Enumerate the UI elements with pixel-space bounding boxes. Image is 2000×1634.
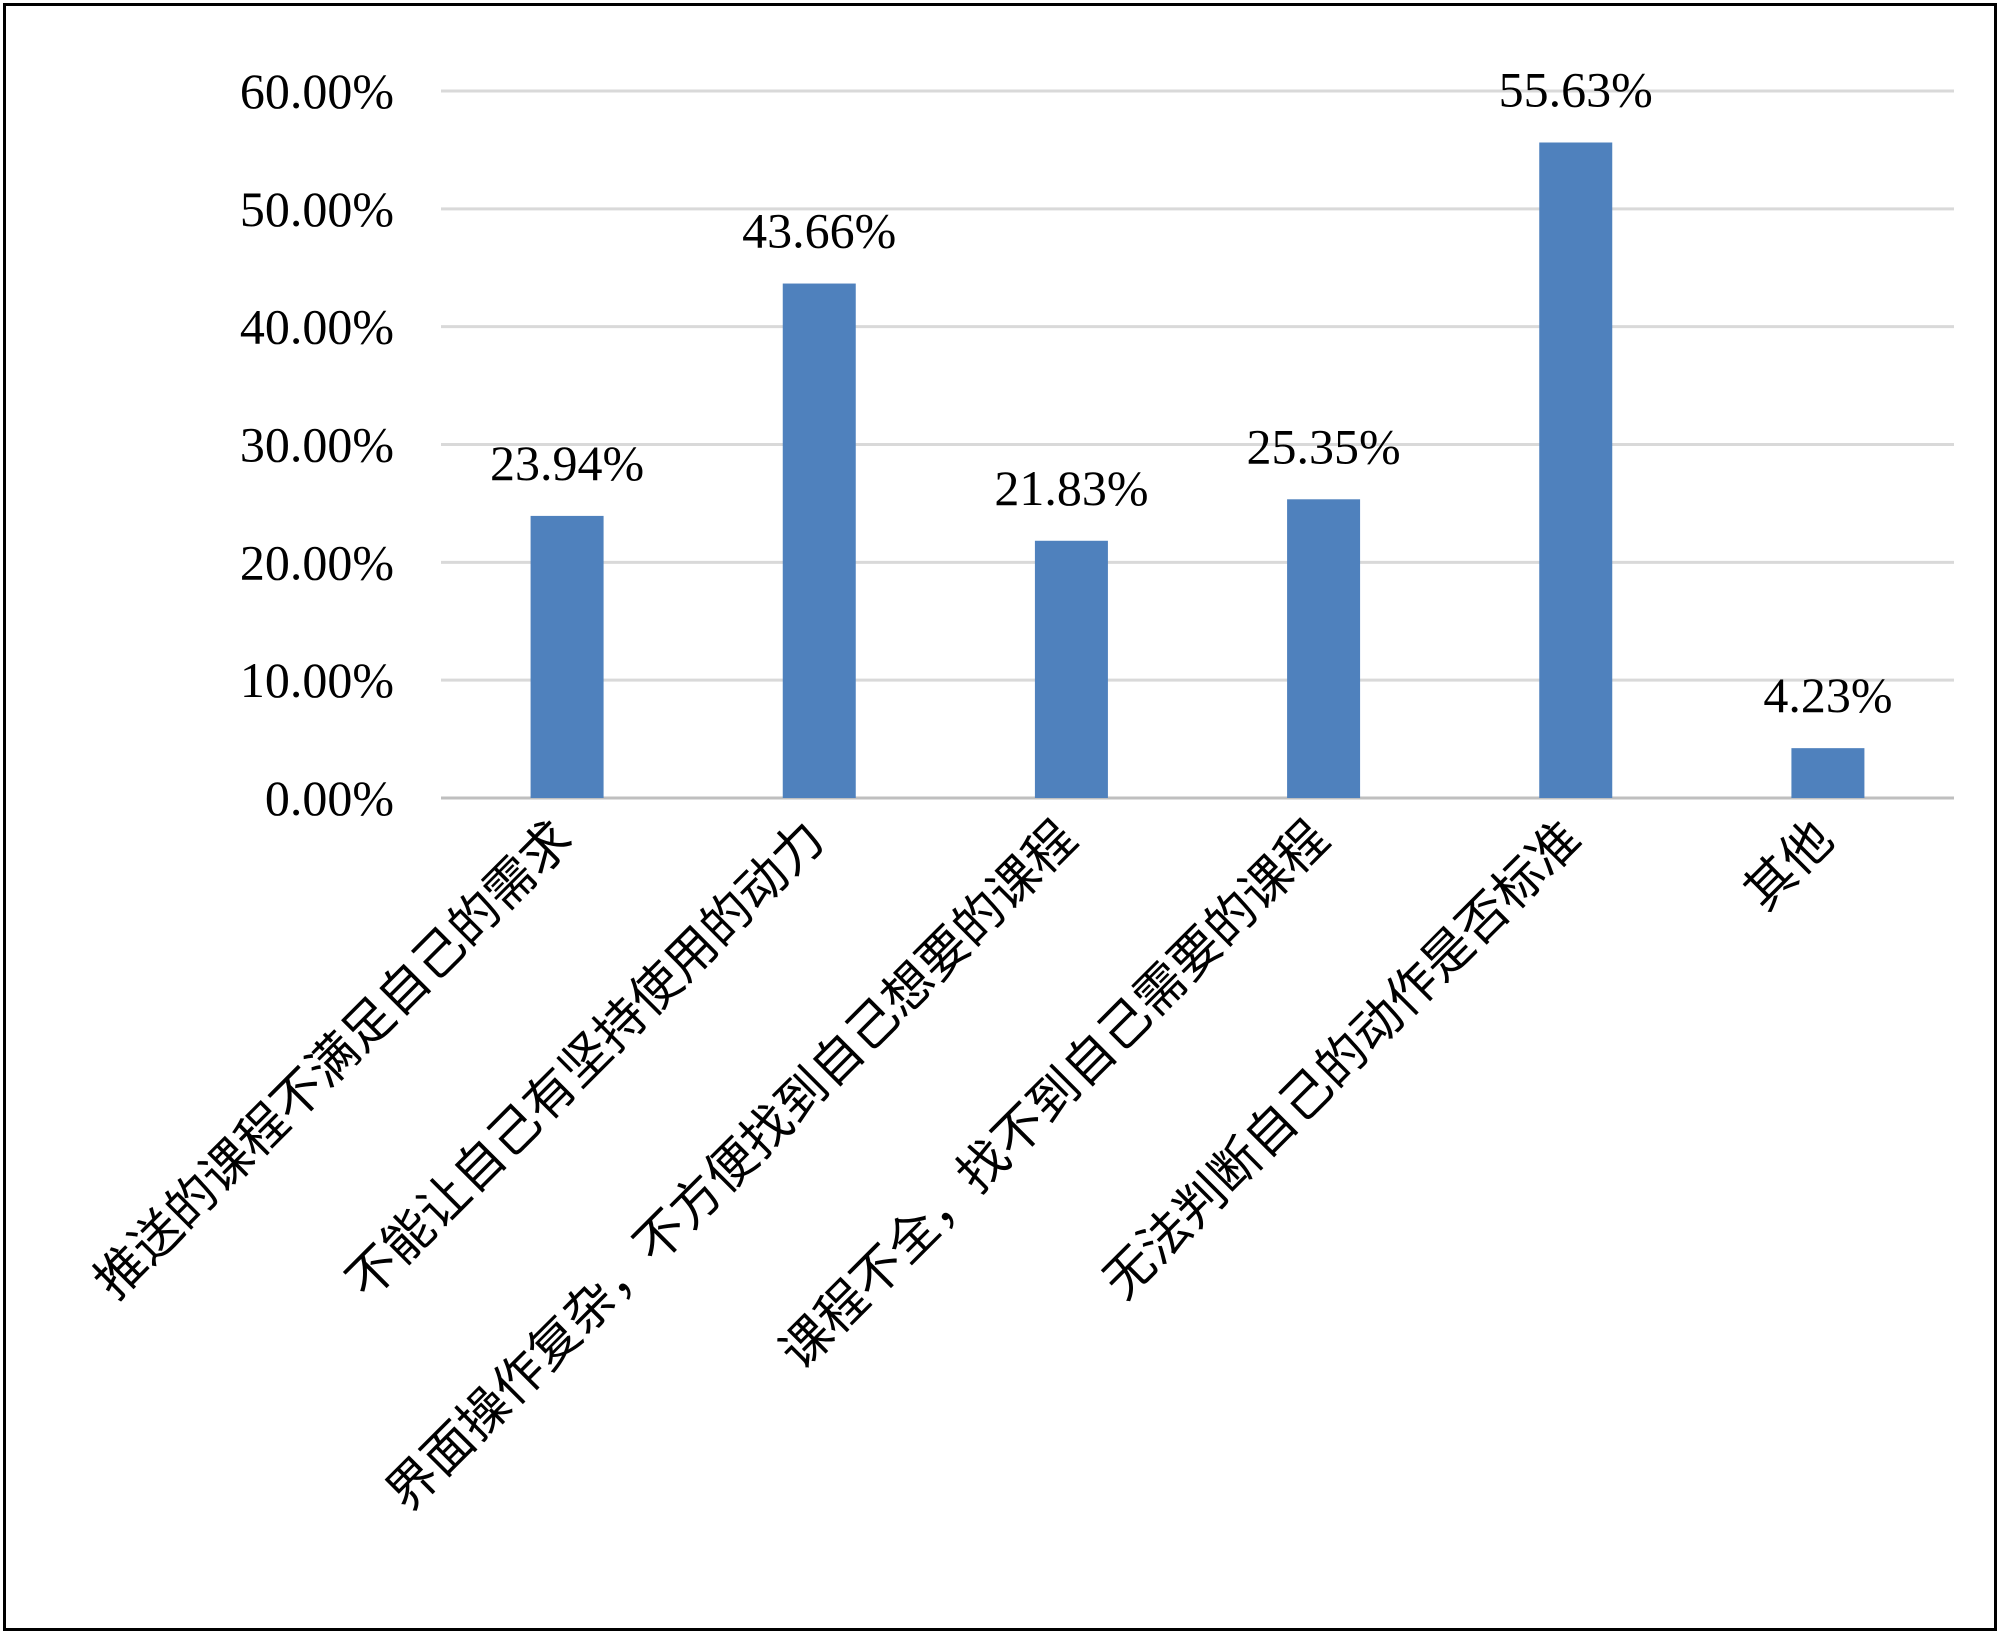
chart-frame: 0.00% 10.00% 20.00% 30.00% 40.00% 50.00% 60.00…	[3, 3, 1997, 1631]
y-tick-label: 0.00%	[265, 770, 394, 826]
bar	[530, 515, 604, 798]
y-tick-label: 20.00%	[240, 534, 394, 590]
category-label: 课程不全，找不到自己需要的课程	[769, 810, 1339, 1380]
category-label: 无法判断自己的动作是否标准	[1092, 810, 1591, 1309]
y-tick-label: 50.00%	[240, 181, 394, 237]
bar	[1539, 142, 1613, 798]
y-axis-tick-labels: 0.00% 10.00% 20.00% 30.00% 40.00% 50.00% 60.00…	[240, 63, 394, 826]
data-label: 55.63%	[1499, 61, 1653, 117]
category-label: 其他	[1733, 810, 1843, 920]
y-tick-label: 60.00%	[240, 63, 394, 119]
category-labels: 推送的课程不满足自己的需求不能让自己有坚持使用的动力界面操作复杂，不方便找到自己…	[84, 810, 1844, 1521]
bar	[782, 283, 856, 798]
data-label: 25.35%	[1247, 418, 1401, 474]
y-tick-label: 10.00%	[240, 652, 394, 708]
bar	[1287, 499, 1361, 798]
bar	[1034, 540, 1108, 798]
gridlines	[441, 89, 1954, 800]
bar-chart: 0.00% 10.00% 20.00% 30.00% 40.00% 50.00% 60.00…	[84, 61, 1954, 1522]
data-label: 21.83%	[994, 460, 1148, 516]
bars	[530, 142, 1865, 798]
category-label: 推送的课程不满足自己的需求	[84, 810, 583, 1309]
y-tick-label: 40.00%	[240, 299, 394, 355]
data-labels: 23.94% 43.66% 21.83% 25.35% 55.63% 4.23%	[490, 61, 1892, 723]
bar	[1791, 748, 1865, 798]
category-label: 不能让自己有坚持使用的动力	[336, 810, 835, 1309]
data-label: 4.23%	[1763, 667, 1892, 723]
data-label: 43.66%	[742, 203, 896, 259]
data-label: 23.94%	[490, 435, 644, 491]
y-tick-label: 30.00%	[240, 417, 394, 473]
